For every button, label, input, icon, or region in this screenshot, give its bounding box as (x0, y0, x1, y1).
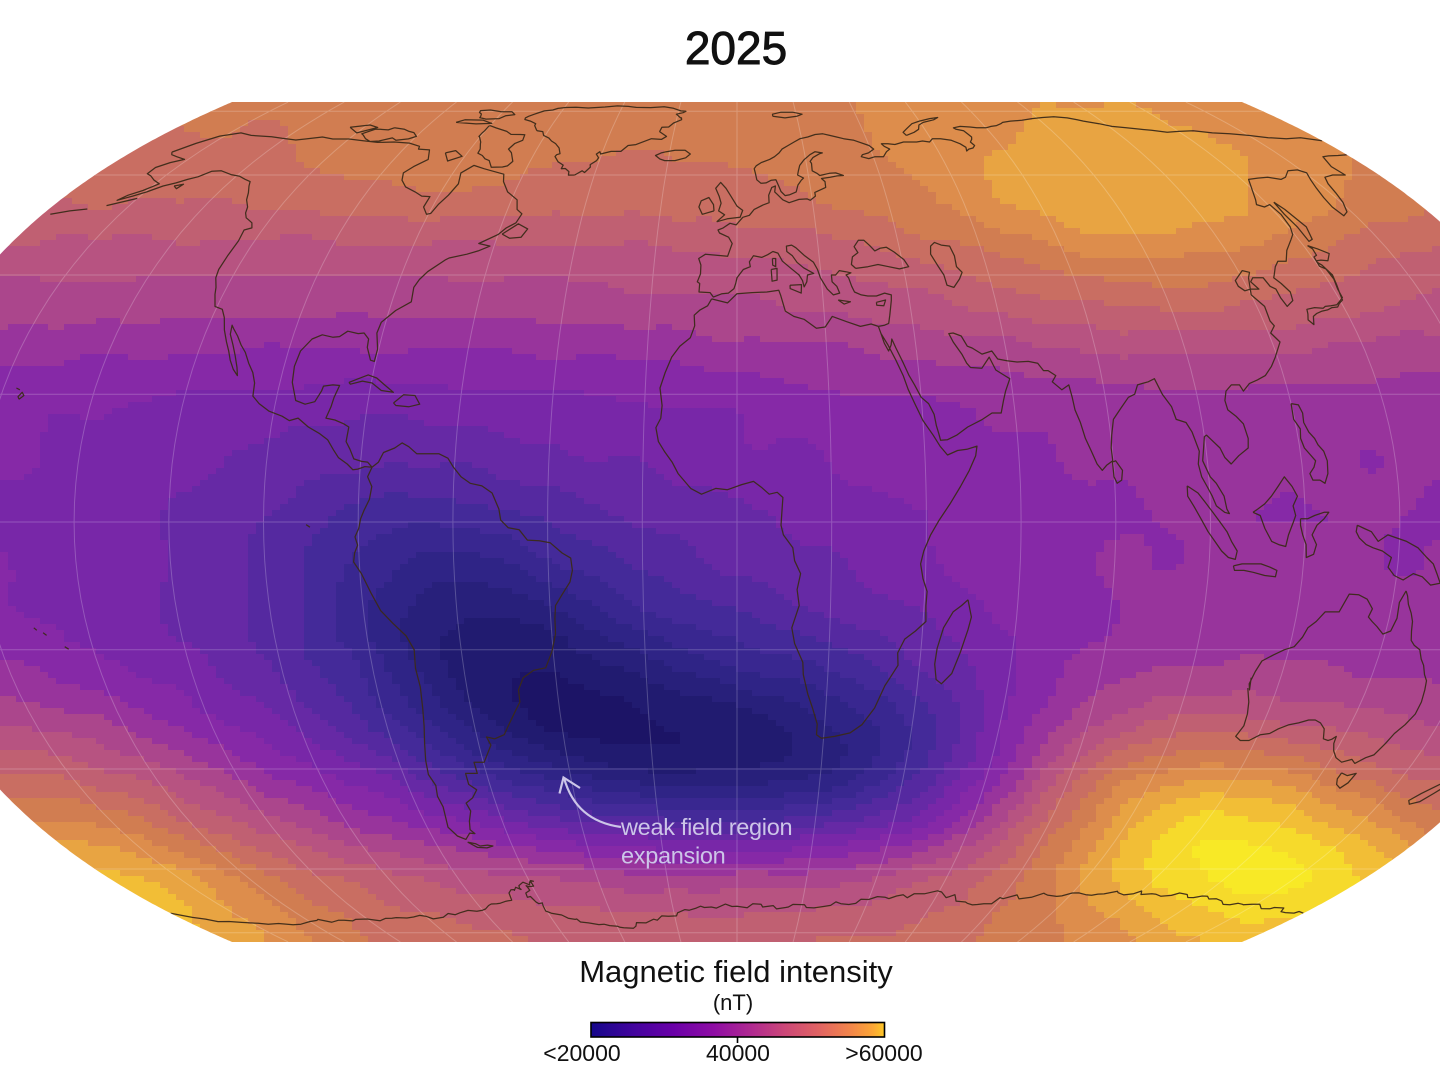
svg-text:(nT): (nT) (713, 990, 753, 1015)
svg-text:2025: 2025 (685, 22, 787, 74)
svg-text:>60000: >60000 (845, 1040, 922, 1066)
svg-text:Magnetic field intensity: Magnetic field intensity (579, 954, 893, 989)
svg-text:expansion: expansion (621, 843, 725, 869)
svg-text:<20000: <20000 (543, 1040, 620, 1066)
svg-text:40000: 40000 (706, 1040, 770, 1066)
svg-text:weak field region: weak field region (620, 814, 792, 840)
